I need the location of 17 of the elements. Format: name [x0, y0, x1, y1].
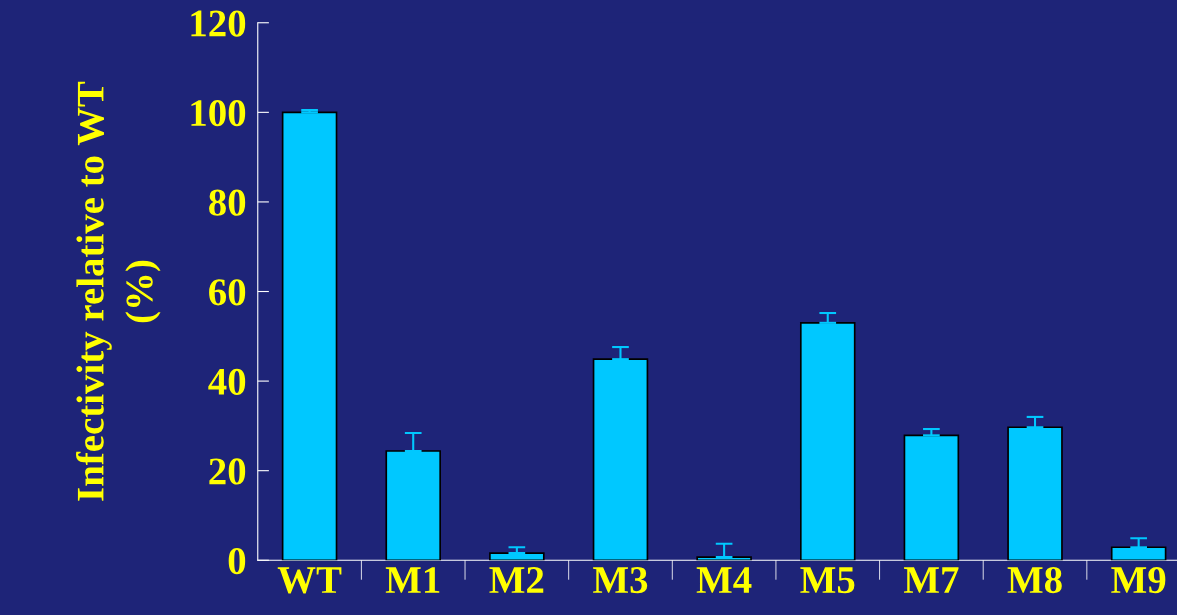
x-tick-label: M4: [696, 567, 752, 593]
x-tick-label: M7: [903, 567, 959, 593]
y-tick-label: 80: [209, 189, 246, 216]
x-tick-label: M8: [1007, 566, 1062, 594]
x-tick-label: M2: [489, 567, 544, 593]
y-axis-title: Infectivity relative to WT (%): [76, 81, 161, 501]
y-tick-label: 120: [191, 10, 246, 37]
x-tick-label: WT: [277, 567, 342, 594]
y-tick-label: 100: [191, 99, 246, 127]
x-tick-label: M5: [800, 567, 855, 594]
x-tick-label: M1: [385, 567, 440, 593]
y-tick-label: 0: [228, 547, 246, 575]
y-tick-label: 60: [209, 279, 246, 306]
y-tick-label: 40: [208, 368, 246, 395]
x-tick-label: M3: [593, 567, 648, 594]
x-tick-label: M9: [1111, 567, 1166, 594]
y-tick-label: 20: [209, 458, 246, 485]
